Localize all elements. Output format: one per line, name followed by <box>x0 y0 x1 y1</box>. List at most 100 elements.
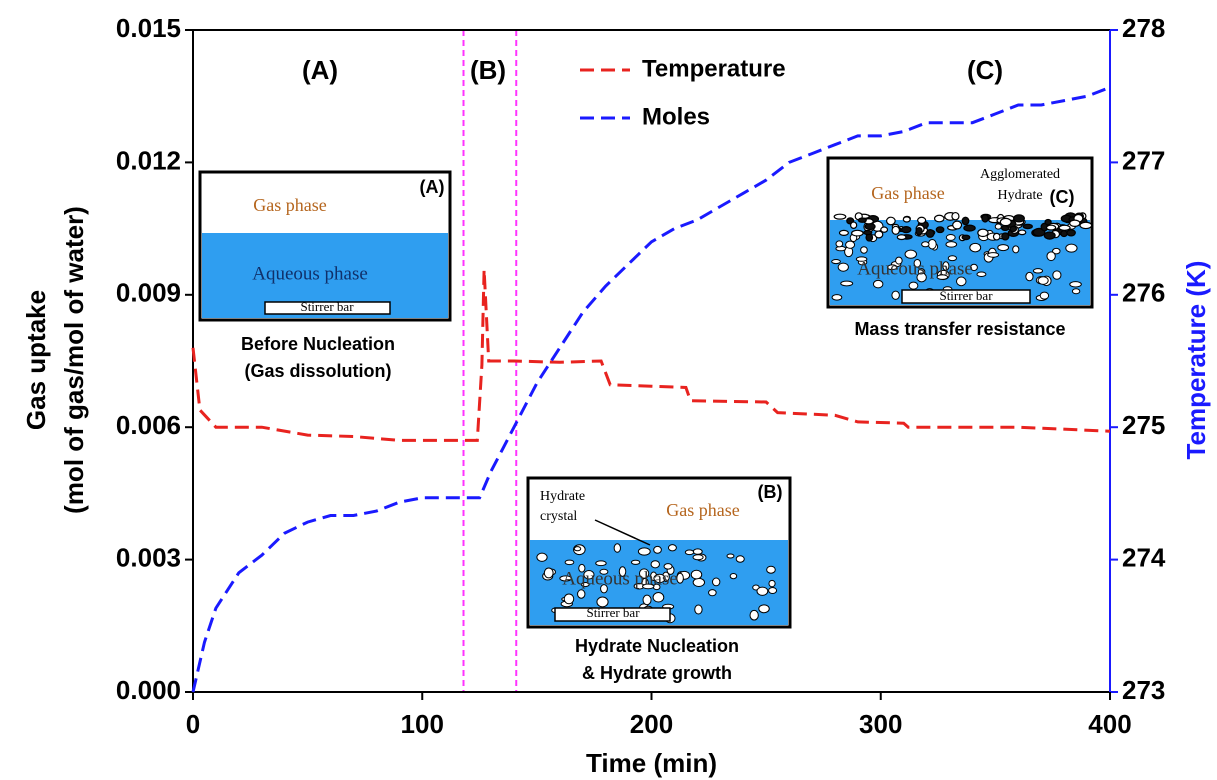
inset-caption: Mass transfer resistance <box>854 319 1065 339</box>
agglomerated-hydrate <box>1022 223 1033 230</box>
stirrer-label: Stirrer bar <box>939 288 993 303</box>
hydrate-crystal <box>936 274 949 280</box>
y-axis-title: (mol of gas/mol of water) <box>59 206 89 514</box>
hydrate-crystal <box>729 572 738 580</box>
hydrate-crystal <box>942 261 950 271</box>
agglomerated-hydrate <box>1069 219 1081 227</box>
hydrate-crystal <box>639 568 650 579</box>
hydrate-crystal <box>653 545 662 554</box>
hydrate-crystal <box>886 264 898 271</box>
hydrate-crystal <box>618 566 627 577</box>
hydrate-crystal <box>837 262 849 272</box>
hydrate-crystal <box>653 573 666 584</box>
aqueous-phase-label: Aqueous phase <box>857 258 973 279</box>
x-tick-label: 400 <box>1088 709 1131 739</box>
inset-tag: (C) <box>1050 187 1075 207</box>
stirrer-label: Stirrer bar <box>586 605 640 620</box>
agglomerated-hydrate <box>838 229 849 236</box>
y2-tick-label: 277 <box>1122 145 1165 175</box>
hydrate-crystal <box>577 589 586 599</box>
hydrate-crystal <box>1025 271 1034 282</box>
hydrate-crystal <box>970 263 978 272</box>
gas-phase-label: Gas phase <box>253 195 326 215</box>
hydrate-crystal <box>768 586 778 594</box>
hydrate-crystal <box>1037 276 1049 285</box>
agglomerated-hydrate <box>891 225 901 235</box>
hydrate-crystal <box>908 281 919 290</box>
hydrate-crystal <box>947 255 958 262</box>
hydrate-crystal <box>997 244 1010 252</box>
hydrate-crystal <box>860 246 868 254</box>
inset-note: Agglomerated <box>980 167 1060 182</box>
hydrate-crystal <box>758 604 770 614</box>
agglomerated-hydrate <box>999 217 1012 227</box>
y2-axis-title: Temperature (K) <box>1181 261 1211 460</box>
hydrate-crystal <box>855 256 868 262</box>
hydrate-crystal <box>564 559 575 566</box>
agglomerated-hydrate <box>977 228 989 238</box>
y-tick-label: 0.000 <box>116 675 181 705</box>
hydrate-crystal <box>692 548 703 555</box>
agglomerated-hydrate <box>925 229 935 238</box>
agglomerated-hydrate <box>1045 224 1057 231</box>
agglomerated-hydrate <box>833 213 847 220</box>
series-line <box>191 85 1111 693</box>
hydrate-crystal <box>692 554 704 561</box>
agglomerated-hydrate <box>961 234 971 241</box>
hydrate-crystal <box>667 544 677 552</box>
agglomerated-hydrate <box>880 226 889 233</box>
agglomerated-hydrate <box>1017 229 1027 236</box>
y-tick-label: 0.015 <box>116 13 181 43</box>
stirrer-bar <box>901 289 1031 304</box>
hydrate-crystal <box>676 572 684 584</box>
y-tick-label: 0.003 <box>116 542 181 572</box>
hydrate-crystal <box>945 241 958 248</box>
agglomerated-hydrate <box>1013 214 1025 223</box>
inset-tag: (B) <box>758 482 783 502</box>
x-tick-label: 0 <box>186 709 200 739</box>
agglomerated-hydrate <box>850 221 858 229</box>
agglomerated-hydrate <box>857 217 867 223</box>
hydrate-crystal <box>595 560 607 567</box>
hydrate-crystal <box>1071 288 1081 295</box>
hydrate-crystal <box>891 290 900 300</box>
stirrer-label: Stirrer bar <box>300 299 354 314</box>
hydrate-crystal <box>1032 268 1044 274</box>
inset-caption: (Gas dissolution) <box>244 361 391 381</box>
agglomerated-hydrate <box>874 230 884 239</box>
agglomerated-hydrate <box>1058 224 1071 231</box>
agglomerated-hydrate <box>863 229 873 236</box>
inset-caption: Before Nucleation <box>241 334 395 354</box>
hydrate-crystal <box>599 568 609 575</box>
aqueous-phase-label: Aqueous phase <box>252 263 368 284</box>
hydrate-crystal <box>642 583 655 590</box>
hydrate-crystal <box>835 240 844 248</box>
agglomerated-hydrate <box>992 232 1001 241</box>
hydrate-crystal <box>613 543 622 553</box>
legend-label: Temperature <box>642 55 786 82</box>
y-tick-label: 0.009 <box>116 278 181 308</box>
hydrate-crystal <box>735 555 745 563</box>
region-label: (C) <box>967 55 1003 85</box>
hydrate-crystal <box>840 280 854 287</box>
y2-tick-label: 275 <box>1122 410 1165 440</box>
inset-caption: Hydrate Nucleation <box>575 636 739 656</box>
hydrate-crystal <box>756 586 769 596</box>
hydrate-crystal <box>663 563 673 570</box>
hydrate-crystal <box>637 547 651 556</box>
y2-tick-label: 278 <box>1122 13 1165 43</box>
hydrate-crystal <box>749 609 759 621</box>
agglomerated-hydrate <box>917 216 927 224</box>
stirrer-bar <box>264 301 391 315</box>
agglomerated-hydrate <box>961 216 970 226</box>
hydrate-crystal <box>711 577 721 587</box>
hydrate-crystal <box>916 272 927 283</box>
y-axis-title: Gas uptake <box>21 290 51 430</box>
hydrate-crystal <box>895 256 903 265</box>
hydrate-crystal <box>630 559 641 565</box>
hydrate-crystal <box>831 259 841 265</box>
hydrate-crystal <box>921 241 930 248</box>
y-tick-label: 0.012 <box>116 145 181 175</box>
y2-tick-label: 276 <box>1122 278 1165 308</box>
series-line <box>191 269 1111 442</box>
